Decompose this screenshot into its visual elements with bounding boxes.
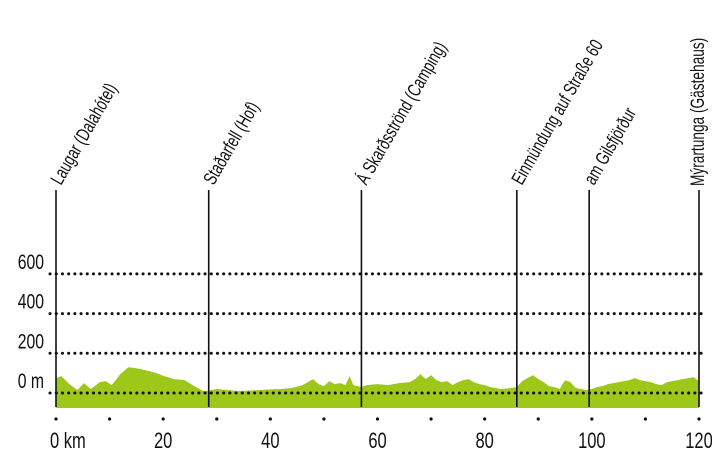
x-minor-tick <box>322 417 326 421</box>
x-tick-label: 0 km <box>50 429 86 454</box>
y-tick-label: 400 <box>18 289 44 313</box>
waypoint-label: am Gilsfjörður <box>579 103 641 188</box>
x-tick-label: 60 <box>368 429 387 454</box>
x-minor-tick <box>697 417 701 421</box>
y-axis: 0 m 200 400 600 <box>18 250 44 393</box>
x-minor-tick <box>161 417 165 421</box>
x-tick-label: 120 <box>685 429 712 454</box>
x-minor-tick <box>643 417 648 421</box>
waypoint-3: Einmündung auf Straße 60 <box>507 36 608 407</box>
waypoint-4: am Gilsfjörður <box>579 103 641 407</box>
elevation-area <box>56 367 699 408</box>
waypoint-markers: Laugar (Dalahótel) Staðarfell (Hof) Á Skar… <box>46 36 709 407</box>
waypoint-label: Á Skarðsströnd (Camping) <box>352 38 451 188</box>
y-tick-label: 0 m <box>18 369 44 393</box>
y-tick-label: 600 <box>18 250 44 274</box>
y-tick-label: 200 <box>18 329 44 353</box>
waypoint-label: Staðarfell (Hof) <box>199 98 264 189</box>
waypoint-1: Staðarfell (Hof) <box>199 98 264 407</box>
x-minor-tick <box>54 417 58 421</box>
x-minor-tick <box>483 417 487 421</box>
waypoint-label: Mýrartunga (Gästehaus) <box>687 38 709 186</box>
x-tick-label: 80 <box>475 429 494 454</box>
x-tick-label: 20 <box>154 429 173 454</box>
x-minor-tick <box>215 417 219 421</box>
x-minor-tick <box>107 417 112 421</box>
x-tick-label: 100 <box>578 429 606 454</box>
x-tick-label: 40 <box>261 429 280 454</box>
x-axis: 0 km 20 40 60 80 100 120 <box>50 417 712 454</box>
x-minor-tick <box>429 417 433 421</box>
waypoint-label: Laugar (Dalahótel) <box>46 79 122 188</box>
x-minor-tick <box>536 417 540 421</box>
x-minor-tick <box>375 417 380 421</box>
waypoint-2: Á Skarðsströnd (Camping) <box>352 38 451 407</box>
waypoint-0: Laugar (Dalahótel) <box>46 79 122 407</box>
waypoint-5: Mýrartunga (Gästehaus) <box>687 38 709 407</box>
x-minor-tick <box>268 417 272 421</box>
x-minor-tick <box>590 417 594 421</box>
grid-lines <box>48 272 709 355</box>
